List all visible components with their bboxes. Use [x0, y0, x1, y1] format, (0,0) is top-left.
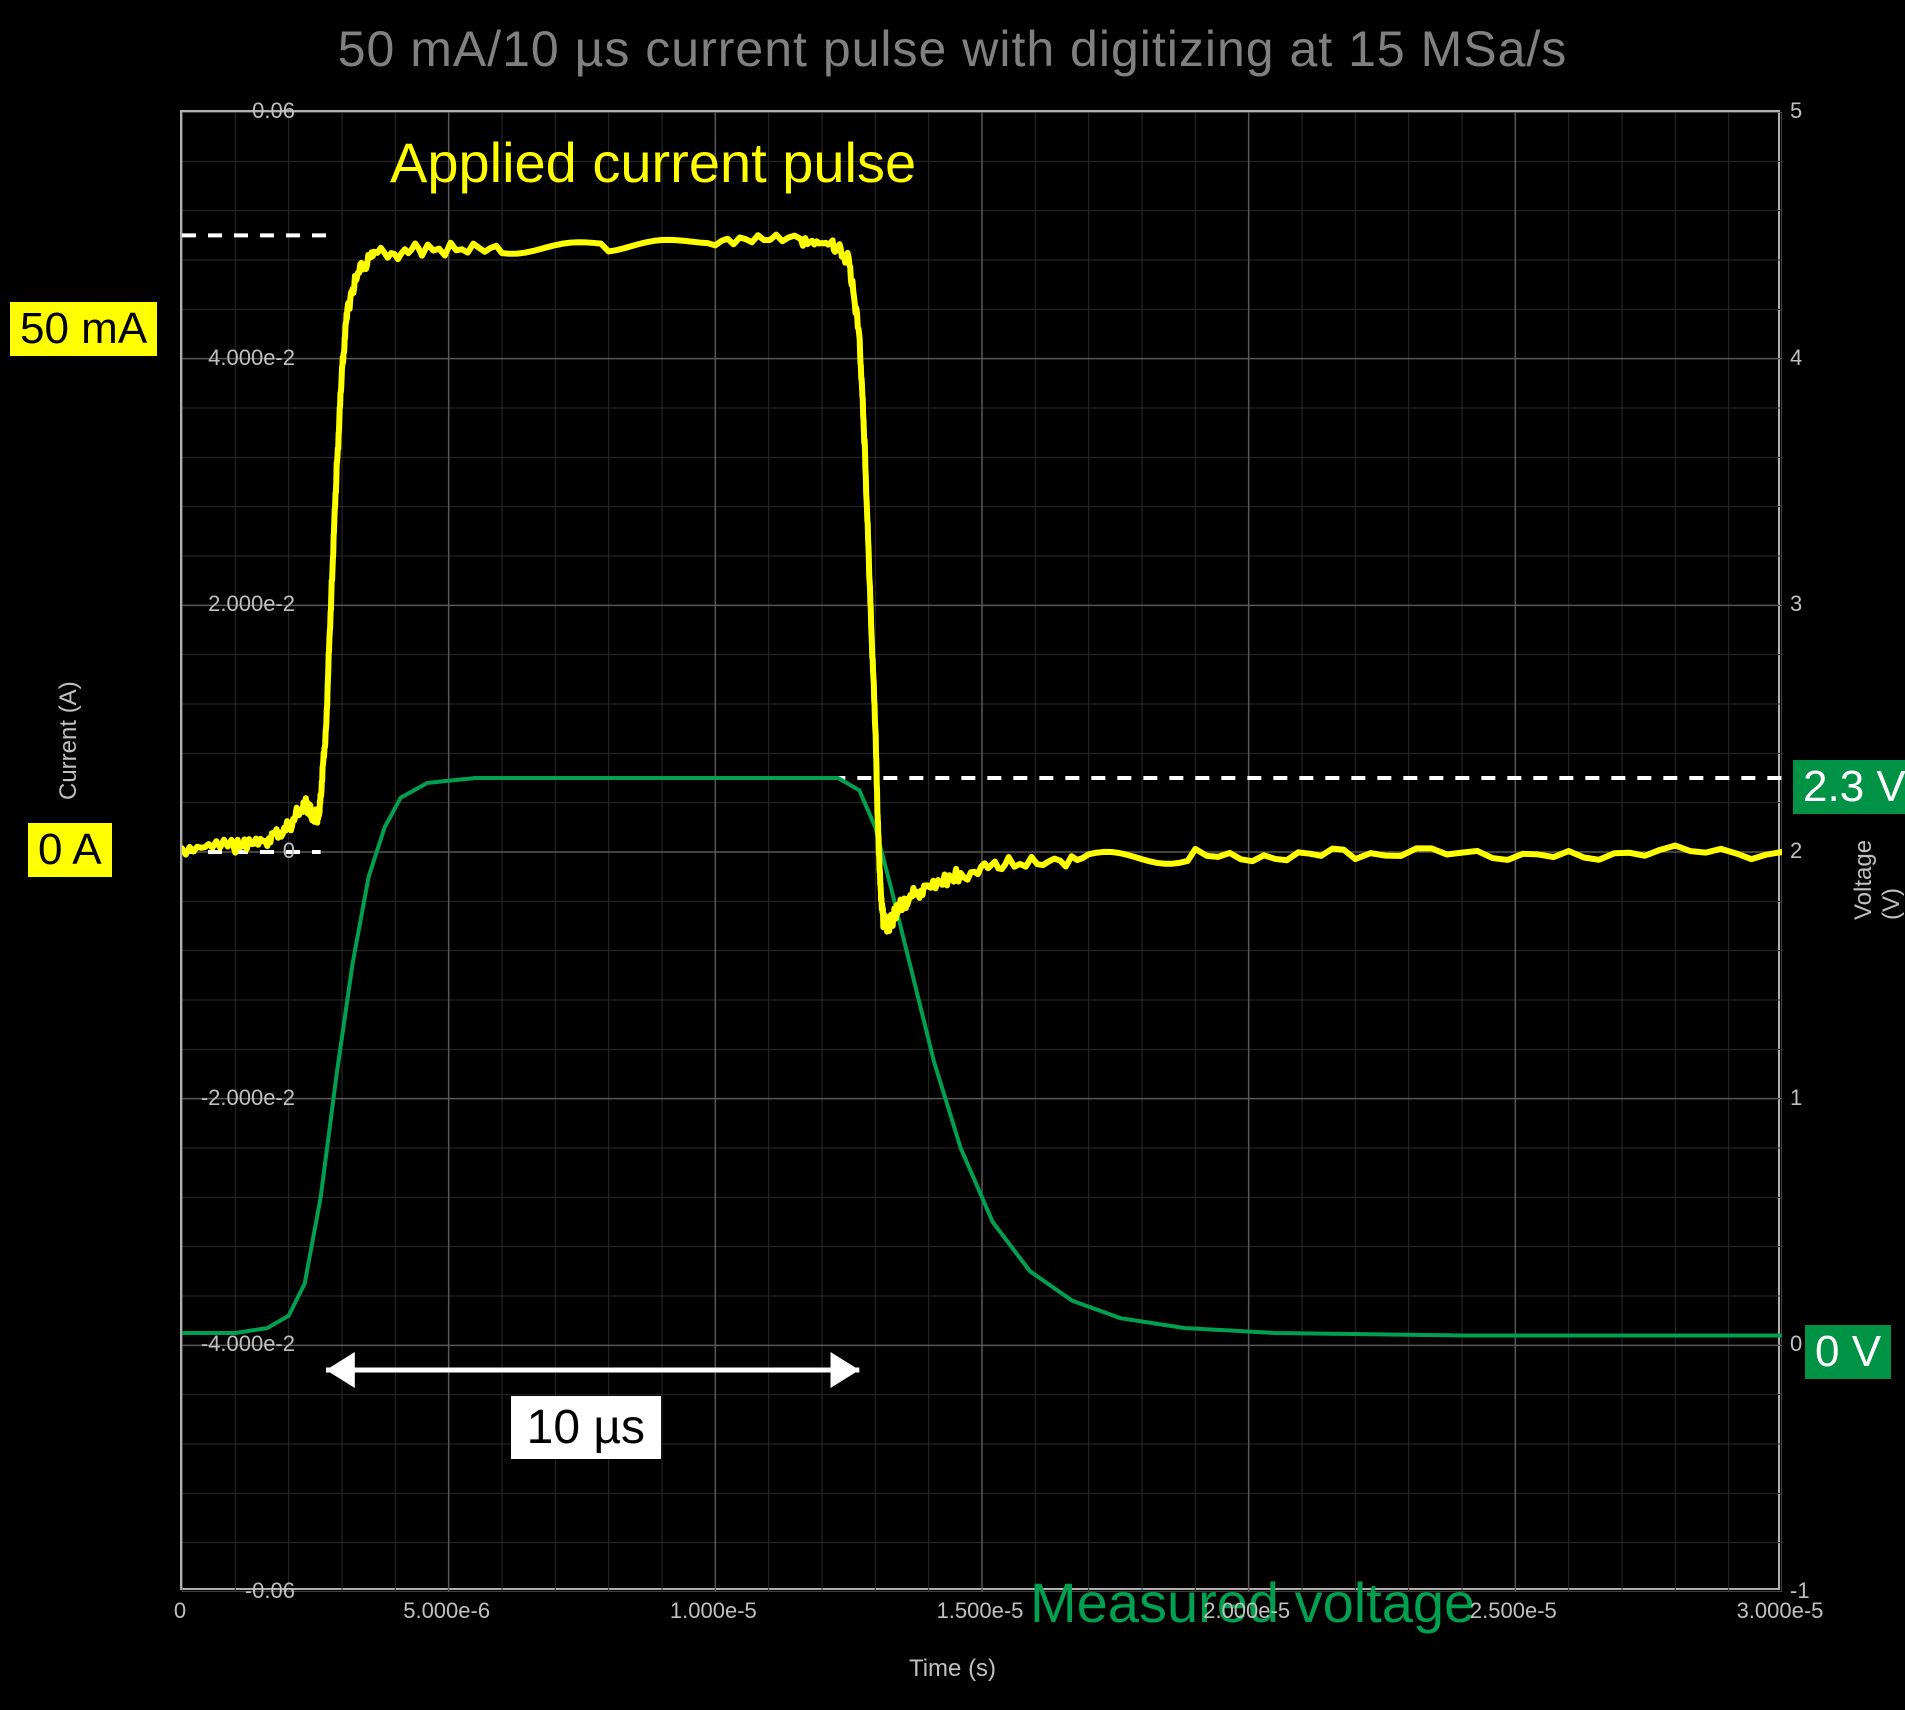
y-right-tick-label: 5	[1790, 98, 1850, 124]
y-left-tick-label: -4.000e-2	[185, 1331, 295, 1357]
x-tick-label: 5.000e-6	[403, 1598, 490, 1624]
y-right-tick-label: 0	[1790, 1331, 1850, 1357]
plot-area	[180, 110, 1780, 1590]
duration-label: 10 µs	[511, 1396, 661, 1459]
y-left-tick-label: 4.000e-2	[185, 345, 295, 371]
x-tick-label: 1.500e-5	[937, 1598, 1024, 1624]
y-left-tick-label: 0	[185, 838, 295, 864]
figure-root: 50 mA/10 µs current pulse with digitizin…	[0, 0, 1905, 1710]
y-left-tick-label: 2.000e-2	[185, 591, 295, 617]
y-left-tick-label: 0.06	[185, 98, 295, 124]
reference-badge: 0 A	[28, 823, 112, 877]
reference-badge: 2.3 V	[1793, 760, 1905, 814]
x-tick-label: 1.000e-5	[670, 1598, 757, 1624]
y-axis-left-label: Current (A)	[55, 681, 83, 800]
series-annotation: Applied current pulse	[390, 130, 916, 195]
x-tick-label: 2.500e-5	[1470, 1598, 1557, 1624]
y-right-tick-label: 3	[1790, 591, 1850, 617]
figure-title: 50 mA/10 µs current pulse with digitizin…	[0, 20, 1905, 78]
x-tick-label: 2.000e-5	[1203, 1598, 1290, 1624]
y-right-tick-label: 1	[1790, 1085, 1850, 1111]
y-right-tick-label: -1	[1790, 1578, 1850, 1604]
y-left-tick-label: -2.000e-2	[185, 1085, 295, 1111]
x-axis-label: Time (s)	[0, 1655, 1905, 1683]
reference-badge: 50 mA	[10, 302, 157, 356]
y-right-tick-label: 4	[1790, 345, 1850, 371]
y-right-tick-label: 2	[1790, 838, 1850, 864]
y-axis-right-label: Voltage (V)	[1850, 840, 1905, 920]
y-left-tick-label: -0.06	[185, 1578, 295, 1604]
